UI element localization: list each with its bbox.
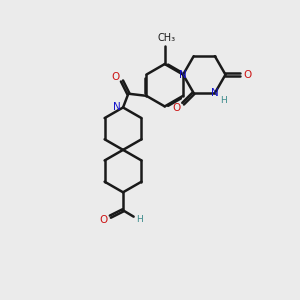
- Text: N: N: [211, 88, 219, 98]
- Text: H: H: [220, 96, 226, 105]
- Text: CH₃: CH₃: [157, 33, 175, 43]
- Text: O: O: [172, 103, 181, 113]
- Text: N: N: [113, 103, 120, 112]
- Text: O: O: [100, 215, 108, 225]
- Text: O: O: [111, 72, 120, 82]
- Text: H: H: [136, 215, 143, 224]
- Text: N: N: [179, 70, 187, 80]
- Text: O: O: [244, 70, 252, 80]
